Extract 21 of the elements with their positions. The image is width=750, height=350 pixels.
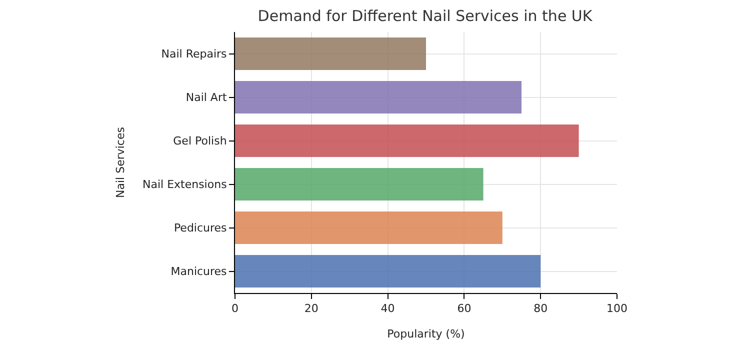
y-tick-label: Nail Extensions xyxy=(142,178,228,192)
bar xyxy=(235,168,484,201)
y-tick-label: Nail Repairs xyxy=(161,48,228,61)
x-tick-label: 100 xyxy=(606,302,628,316)
bar xyxy=(235,211,502,244)
x-tick-label: 40 xyxy=(380,302,395,316)
y-tick-label: Gel Polish xyxy=(173,134,227,148)
bar xyxy=(235,37,426,70)
bar xyxy=(235,124,579,158)
x-tick-label: 20 xyxy=(304,302,318,316)
y-axis-title: Nail Services xyxy=(114,126,128,198)
y-tick-label: Manicures xyxy=(170,265,228,278)
bar xyxy=(235,254,541,288)
x-tick-label: 80 xyxy=(534,302,548,316)
bar xyxy=(235,80,522,114)
x-tick-label: 0 xyxy=(232,302,238,316)
y-tick-label: Pedicures xyxy=(174,222,228,235)
x-tick-label: 60 xyxy=(457,302,472,316)
y-tick-label: Nail Art xyxy=(186,91,228,104)
x-axis-title: Popularity (%) xyxy=(387,327,465,340)
chart-title: Demand for Different Nail Services in the UK xyxy=(258,7,594,25)
